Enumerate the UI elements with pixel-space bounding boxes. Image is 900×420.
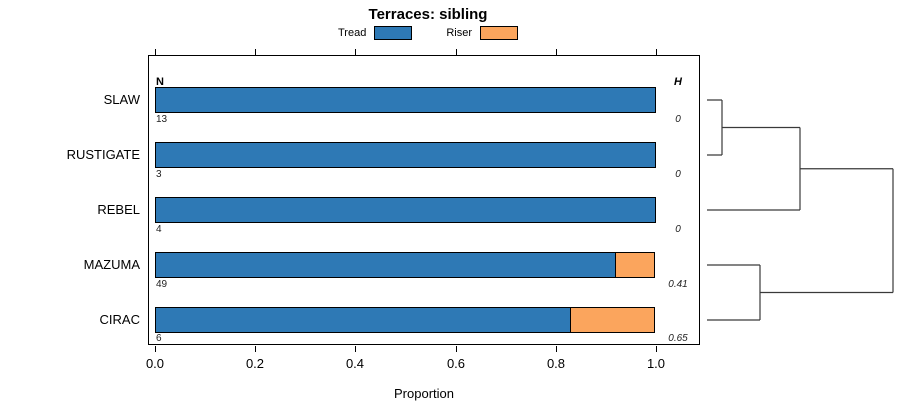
x-tick-label: 0.8	[546, 356, 566, 371]
legend-label-tread: Tread	[338, 27, 367, 39]
h-value-rustigate: 0	[675, 169, 681, 180]
x-tick-mark-bottom	[656, 346, 657, 352]
n-value-rustigate: 3	[156, 169, 162, 180]
x-tick-label: 0.2	[245, 356, 265, 371]
x-axis-title: Proportion	[394, 386, 454, 401]
bar-segment-tread	[155, 142, 656, 168]
legend-swatch-tread	[374, 26, 413, 40]
bar-segment-riser	[615, 252, 655, 278]
bar-mazuma	[155, 252, 655, 278]
bar-segment-tread	[155, 252, 616, 278]
x-tick-mark-bottom	[255, 346, 256, 352]
x-tick-mark-top	[656, 49, 657, 55]
y-axis-label-rebel: REBEL	[97, 202, 140, 217]
n-value-mazuma: 49	[156, 279, 168, 290]
legend-swatch-riser	[480, 26, 518, 40]
plot-area	[148, 55, 700, 345]
dendrogram	[707, 99, 894, 321]
bar-rebel	[155, 197, 656, 223]
x-tick-label: 1.0	[646, 356, 666, 371]
bar-cirac	[155, 307, 655, 333]
dendrogram-branches	[707, 99, 894, 321]
x-tick-mark-bottom	[456, 346, 457, 352]
bar-segment-tread	[155, 307, 571, 333]
x-tick-label: 0.6	[446, 356, 466, 371]
y-axis-label-slaw: SLAW	[103, 92, 140, 107]
legend-label-riser: Riser	[446, 27, 472, 39]
n-column-header: N	[156, 76, 164, 88]
h-value-mazuma: 0.41	[668, 279, 688, 290]
x-tick-label: 0.0	[145, 356, 165, 371]
x-tick-mark-top	[255, 49, 256, 55]
chart-title: Terraces: sibling	[368, 6, 488, 23]
x-tick-label: 0.4	[345, 356, 365, 371]
x-tick-mark-top	[556, 49, 557, 55]
x-tick-mark-top	[456, 49, 457, 55]
legend-item-riser: Riser	[446, 26, 518, 40]
h-value-cirac: 0.65	[668, 333, 688, 344]
bar-segment-tread	[155, 197, 656, 223]
y-axis-label-rustigate: RUSTIGATE	[66, 147, 140, 162]
n-value-rebel: 4	[156, 224, 162, 235]
h-column-header: H	[674, 76, 682, 88]
x-tick-mark-bottom	[355, 346, 356, 352]
n-value-cirac: 6	[156, 333, 162, 344]
h-value-slaw: 0	[675, 114, 681, 125]
n-value-slaw: 13	[156, 114, 168, 125]
x-tick-mark-bottom	[155, 346, 156, 352]
x-tick-mark-bottom	[556, 346, 557, 352]
bar-segment-riser	[570, 307, 655, 333]
x-tick-mark-top	[155, 49, 156, 55]
bar-rustigate	[155, 142, 656, 168]
legend-item-tread: Tread	[338, 26, 413, 40]
bar-segment-tread	[155, 87, 656, 113]
y-axis-label-cirac: CIRAC	[99, 312, 140, 327]
h-value-rebel: 0	[675, 224, 681, 235]
bar-slaw	[155, 87, 656, 113]
y-axis-label-mazuma: MAZUMA	[83, 257, 140, 272]
x-tick-mark-top	[355, 49, 356, 55]
legend: Tread Riser	[0, 26, 856, 40]
